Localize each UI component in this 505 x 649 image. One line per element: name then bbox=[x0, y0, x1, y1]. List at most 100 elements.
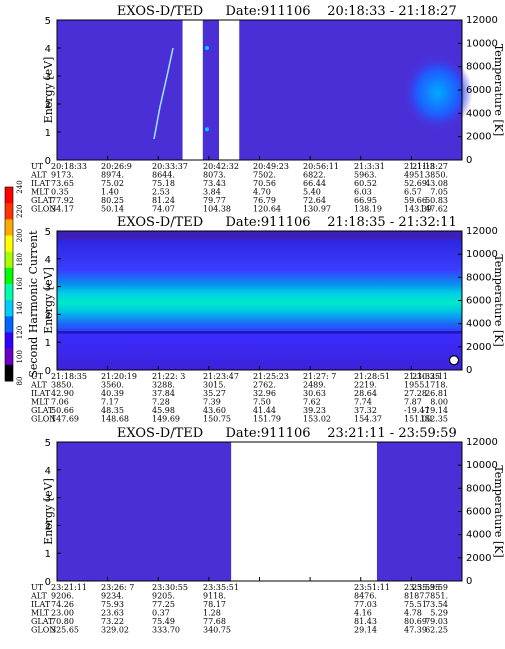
colorbar-tick-label: 160 bbox=[16, 277, 24, 290]
orbit-table: UT 20:18:33 20:26:9 20:33:37 20:42:32 20:49:2… bbox=[30, 162, 448, 214]
row-label-glat: GLAT bbox=[31, 406, 54, 415]
table-cell: 75.51 bbox=[404, 600, 427, 609]
table-cell: 0.35 bbox=[51, 188, 69, 197]
table-cell: 147.62 bbox=[420, 205, 448, 214]
row-label-mlt: MLT bbox=[31, 398, 50, 407]
data-gap bbox=[219, 20, 240, 161]
table-cell: 7.06 bbox=[51, 398, 69, 407]
table-cell: 23:35:51 bbox=[203, 583, 239, 592]
table-cell: 23:30:55 bbox=[152, 583, 188, 592]
table-cell: 333.70 bbox=[152, 626, 180, 635]
table-cell: 81.24 bbox=[152, 196, 175, 205]
table-cell: 4.78 bbox=[404, 609, 422, 618]
panel-time-range: 23:21:11 - 23:59:59 bbox=[327, 426, 456, 441]
colorbar-segment bbox=[5, 203, 13, 220]
table-cell: 21:22: 3 bbox=[152, 372, 185, 381]
temperature-axis-label: Temperature [K] bbox=[492, 44, 505, 136]
table-cell: 27.28 bbox=[404, 389, 427, 398]
row-label-glat: GLAT bbox=[31, 617, 54, 626]
table-cell: 20:56:11 bbox=[303, 162, 339, 171]
table-cell: 23.00 bbox=[51, 609, 74, 618]
table-cell: 9118. bbox=[203, 592, 226, 601]
table-cell: 1955. bbox=[404, 381, 427, 390]
panel-date: Date:911106 bbox=[225, 4, 310, 19]
temperature-tick-label: 2000 bbox=[466, 342, 491, 353]
row-label-alt: ALT bbox=[30, 592, 47, 601]
table-cell: 8187. bbox=[404, 592, 427, 601]
table-cell: 8476. bbox=[354, 592, 377, 601]
table-cell: 20:26:9 bbox=[101, 162, 132, 171]
table-cell: 147.69 bbox=[51, 415, 79, 424]
energy-axis-label: Energy [eV] bbox=[42, 267, 55, 334]
plot-area bbox=[57, 442, 462, 582]
row-label-alt: ALT bbox=[30, 381, 47, 390]
temperature-tick-label: 12000 bbox=[466, 15, 498, 26]
table-cell: 21:18:27 bbox=[412, 162, 448, 171]
temperature-tick-label: 2000 bbox=[466, 553, 491, 564]
table-cell: 0.37 bbox=[152, 609, 170, 618]
table-cell: 35.27 bbox=[203, 389, 226, 398]
table-cell: 130.97 bbox=[303, 205, 331, 214]
table-cell: 77.92 bbox=[51, 196, 74, 205]
energy-tick-label: 2 bbox=[45, 521, 51, 532]
row-label-ut: UT bbox=[31, 162, 44, 171]
table-cell: 23:51:11 bbox=[354, 583, 390, 592]
table-cell: 143.39 bbox=[404, 205, 432, 214]
temperature-tick-label: 12000 bbox=[466, 226, 498, 237]
row-label-glat: GLAT bbox=[31, 196, 54, 205]
temperature-tick-label: 6000 bbox=[466, 507, 491, 518]
table-cell: 77.68 bbox=[203, 617, 226, 626]
table-cell: 75.49 bbox=[152, 617, 175, 626]
temperature-tick-label: 0 bbox=[466, 155, 472, 166]
table-cell: 5963. bbox=[354, 171, 377, 180]
colorbar-segment bbox=[5, 219, 13, 236]
table-cell: 2219. bbox=[354, 381, 377, 390]
panel-2: EXOS-D/TED Date:911106 21:18:35 - 21:32:11… bbox=[30, 215, 505, 424]
colorbar-segment bbox=[5, 316, 13, 333]
energy-tick-label: 0 bbox=[45, 366, 51, 377]
table-cell: 23:55:35 bbox=[404, 583, 440, 592]
table-cell: 43.08 bbox=[425, 179, 448, 188]
colorbar-segment bbox=[5, 235, 13, 253]
table-cell: 1718. bbox=[425, 381, 448, 390]
table-cell: 77.03 bbox=[354, 600, 377, 609]
energy-tick-label: 1 bbox=[45, 128, 51, 139]
energy-tick-label: 4 bbox=[45, 255, 51, 266]
table-cell: 74.26 bbox=[51, 600, 74, 609]
table-cell: 70.56 bbox=[253, 179, 276, 188]
panel-1: EXOS-D/TED Date:911106 20:18:33 - 21:18:27… bbox=[30, 4, 505, 214]
table-cell: 76.79 bbox=[253, 196, 276, 205]
table-cell: 40.39 bbox=[101, 389, 124, 398]
table-cell: 20:33:37 bbox=[152, 162, 188, 171]
table-cell: 34.17 bbox=[51, 205, 74, 214]
temperature-tick-label: 2000 bbox=[466, 132, 491, 143]
energy-tick-label: 4 bbox=[45, 466, 51, 477]
table-cell: 73.54 bbox=[425, 600, 448, 609]
temperature-axis-label: Temperature [K] bbox=[492, 465, 505, 557]
temperature-tick-label: 10000 bbox=[466, 38, 498, 49]
table-cell: 21:27: 7 bbox=[303, 372, 336, 381]
temperature-tick-label: 10000 bbox=[466, 249, 498, 260]
panel-time-range: 21:18:35 - 21:32:11 bbox=[327, 215, 456, 230]
table-cell: 9234. bbox=[101, 592, 124, 601]
spectrogram-top bbox=[57, 231, 462, 240]
table-cell: 66.44 bbox=[303, 179, 326, 188]
colorbar-segment bbox=[5, 187, 13, 204]
spectrogram-streak bbox=[57, 331, 462, 334]
table-cell: 81.43 bbox=[354, 617, 377, 626]
table-cell: 149.69 bbox=[152, 415, 180, 424]
table-cell: 20:42:32 bbox=[203, 162, 239, 171]
colorbar-tick-label: 200 bbox=[16, 229, 24, 242]
table-cell: 7502. bbox=[253, 171, 276, 180]
table-cell: 23.63 bbox=[101, 609, 124, 618]
table-cell: 74.07 bbox=[152, 205, 175, 214]
temperature-tick-label: 8000 bbox=[466, 272, 491, 283]
panel-3: EXOS-D/TED Date:911106 23:21:11 - 23:59:59… bbox=[30, 426, 505, 635]
temperature-tick-label: 4000 bbox=[466, 530, 491, 541]
panel-time-range: 20:18:33 - 21:18:27 bbox=[327, 4, 456, 19]
table-cell: 151.00 bbox=[404, 415, 432, 424]
table-cell: 21:28:51 bbox=[354, 372, 390, 381]
table-cell: 7.62 bbox=[303, 398, 321, 407]
temperature-tick-label: 4000 bbox=[466, 108, 491, 119]
table-cell: 7.87 bbox=[404, 398, 422, 407]
